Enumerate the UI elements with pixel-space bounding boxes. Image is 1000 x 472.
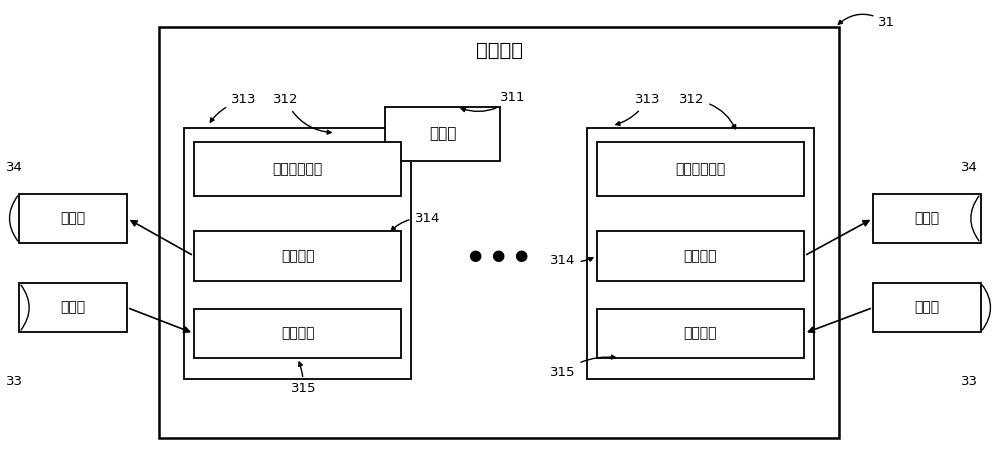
FancyBboxPatch shape xyxy=(194,309,401,358)
Text: 314: 314 xyxy=(550,254,593,267)
Text: 31: 31 xyxy=(838,14,895,29)
Text: 315: 315 xyxy=(291,362,316,395)
Text: 指示器: 指示器 xyxy=(61,211,86,226)
FancyBboxPatch shape xyxy=(19,194,127,243)
FancyBboxPatch shape xyxy=(385,107,500,161)
FancyBboxPatch shape xyxy=(587,128,814,379)
Text: 伦测器: 伦测器 xyxy=(61,301,86,314)
FancyBboxPatch shape xyxy=(19,283,127,332)
Text: 输出端口: 输出端口 xyxy=(684,249,717,263)
Text: 314: 314 xyxy=(391,211,440,230)
Text: 连接端口位址: 连接端口位址 xyxy=(675,162,726,176)
Text: 34: 34 xyxy=(961,161,978,175)
Text: 313: 313 xyxy=(210,93,256,122)
Text: 输入端口: 输入端口 xyxy=(281,326,314,340)
Text: 指示器: 指示器 xyxy=(914,211,939,226)
FancyBboxPatch shape xyxy=(159,27,839,438)
Text: 312: 312 xyxy=(273,93,331,134)
Text: 33: 33 xyxy=(961,375,978,388)
Text: 315: 315 xyxy=(550,355,615,379)
FancyBboxPatch shape xyxy=(597,142,804,196)
Text: 连接端口位址: 连接端口位址 xyxy=(272,162,323,176)
Text: 34: 34 xyxy=(6,161,23,175)
FancyBboxPatch shape xyxy=(873,283,981,332)
Text: ●  ●  ●: ● ● ● xyxy=(469,248,529,263)
FancyBboxPatch shape xyxy=(873,194,981,243)
FancyBboxPatch shape xyxy=(597,309,804,358)
Text: 33: 33 xyxy=(6,375,23,388)
FancyBboxPatch shape xyxy=(597,231,804,280)
Text: 312: 312 xyxy=(679,93,736,129)
FancyBboxPatch shape xyxy=(194,142,401,196)
FancyBboxPatch shape xyxy=(194,231,401,280)
Text: 输入端口: 输入端口 xyxy=(684,326,717,340)
Text: 311: 311 xyxy=(461,91,526,111)
Text: 313: 313 xyxy=(616,93,660,126)
Text: 输出端口: 输出端口 xyxy=(281,249,314,263)
Text: 伦测器: 伦测器 xyxy=(914,301,939,314)
Text: 微处理器: 微处理器 xyxy=(476,41,523,60)
FancyBboxPatch shape xyxy=(184,128,411,379)
Text: 识别码: 识别码 xyxy=(429,126,456,142)
